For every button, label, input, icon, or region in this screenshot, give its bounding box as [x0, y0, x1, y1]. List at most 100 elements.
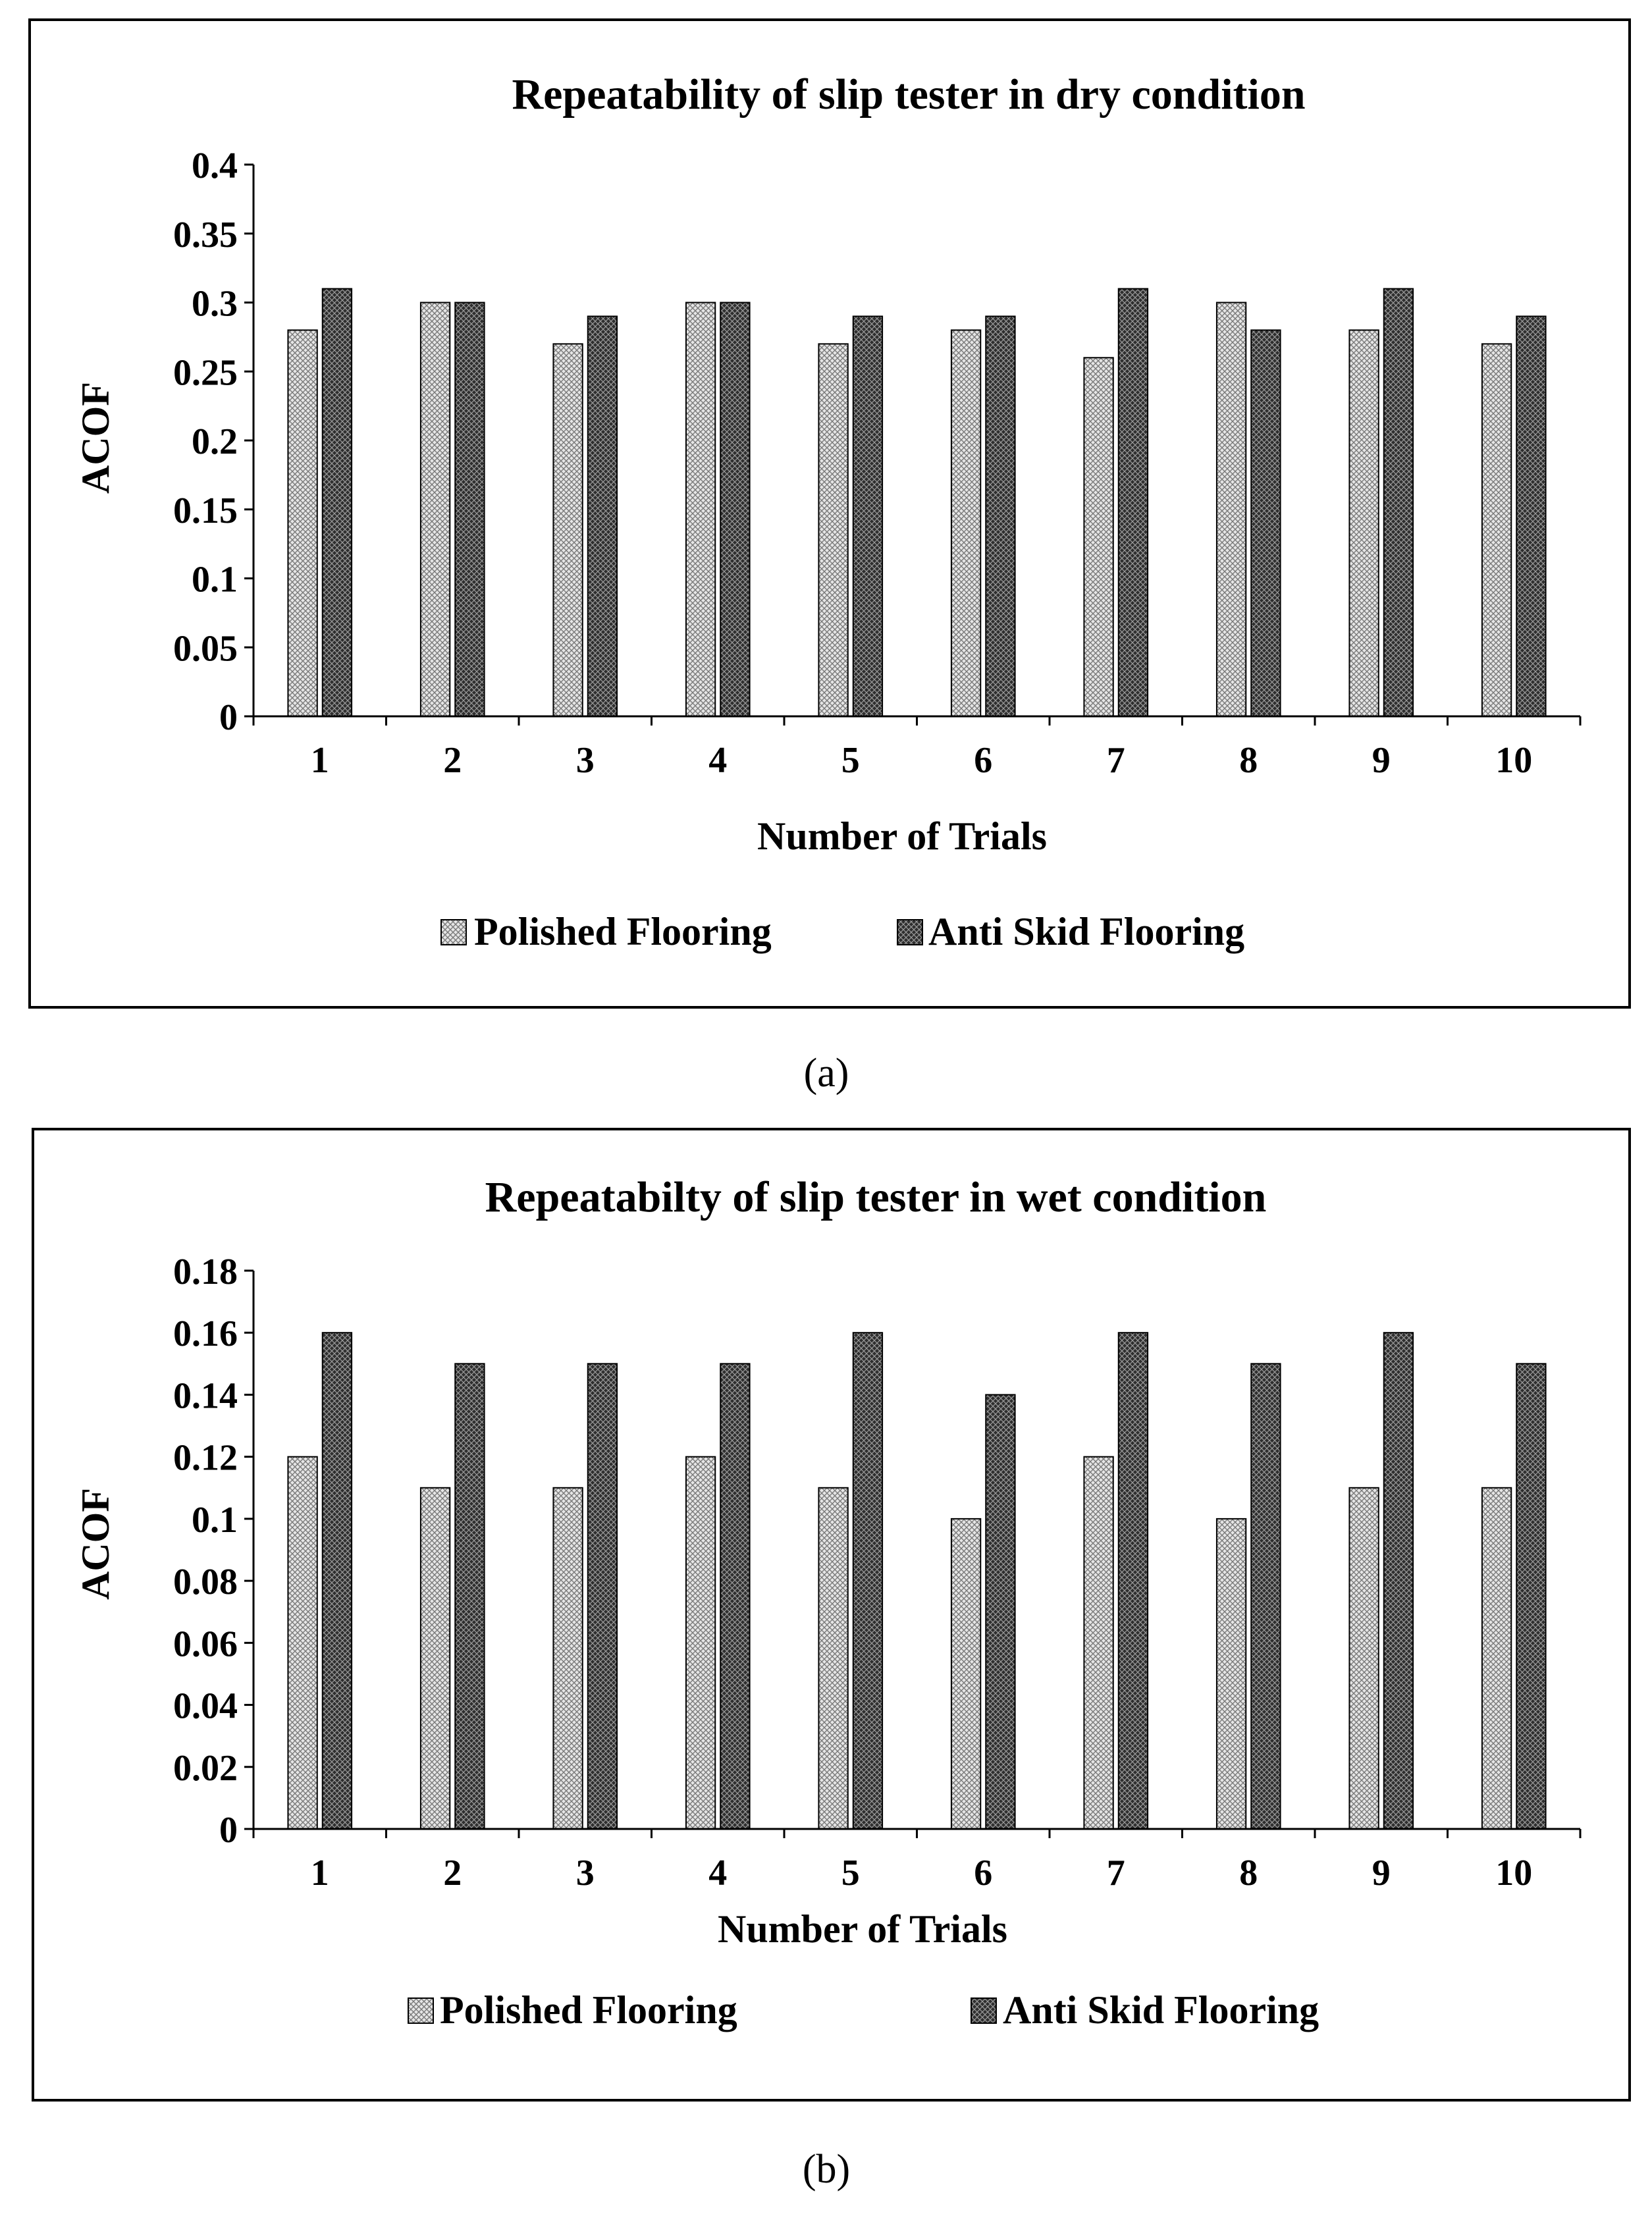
bar-anti-skid	[1117, 1332, 1149, 1830]
legend-label-anti-skid: Anti Skid Flooring	[1003, 1988, 1319, 2032]
bar-anti-skid	[1383, 288, 1414, 717]
bar-polished	[1083, 357, 1114, 717]
bar-polished	[419, 1487, 451, 1830]
y-tick-label: 0.08	[173, 1562, 238, 1602]
bar-group	[287, 1332, 1547, 1830]
bar-anti-skid	[454, 302, 485, 717]
legend: Polished Flooring Anti Skid Flooring	[440, 910, 1244, 953]
y-tick-label: 0.04	[173, 1686, 238, 1727]
y-tick-label: 0.06	[173, 1624, 238, 1664]
x-tick-label: 2	[443, 1853, 462, 1893]
bar-polished	[950, 1518, 982, 1830]
bar-polished	[287, 329, 318, 717]
bar-anti-skid	[852, 315, 884, 717]
y-axis-ticks: 0 0.05 0.1 0.15 0.2 0.25 0.3 0.35 0.4	[173, 145, 253, 738]
x-tick-label: 3	[576, 1853, 595, 1893]
wet-condition-chart: Repeatabilty of slip tester in wet condi…	[32, 1128, 1631, 2192]
x-tick-label: 5	[841, 740, 860, 781]
bar-anti-skid	[1117, 288, 1149, 717]
bar-polished	[1215, 1518, 1247, 1830]
y-tick-label: 0.25	[173, 352, 238, 393]
chart-panel-a: Repeatability of slip tester in dry cond…	[28, 18, 1631, 1096]
bar-polished	[950, 329, 982, 717]
bar-polished	[1481, 343, 1512, 717]
bar-anti-skid	[985, 315, 1016, 717]
x-tick-label: 1	[311, 740, 329, 781]
bar-anti-skid	[321, 288, 353, 717]
bar-anti-skid	[985, 1394, 1016, 1830]
x-tick-label: 7	[1107, 1853, 1125, 1893]
y-tick-label: 0	[219, 697, 238, 738]
y-tick-label: 0.12	[173, 1438, 238, 1479]
dry-condition-chart: Repeatability of slip tester in dry cond…	[28, 18, 1631, 1096]
bar-anti-skid	[1250, 329, 1281, 717]
bar-polished	[1215, 302, 1247, 717]
bar-anti-skid	[1250, 1363, 1281, 1830]
x-tick-label: 8	[1239, 1853, 1258, 1893]
bar-polished	[1348, 1487, 1379, 1830]
bar-polished	[685, 1456, 716, 1830]
x-tick-label: 9	[1372, 740, 1391, 781]
bar-group	[287, 288, 1547, 717]
bar-anti-skid	[1516, 315, 1547, 717]
x-tick-label: 10	[1495, 740, 1532, 781]
legend-label-polished: Polished Flooring	[474, 910, 772, 953]
y-tick-label: 0	[219, 1810, 238, 1851]
panel-label-b: (b)	[803, 2147, 850, 2192]
x-axis-ticks: 1 2 3 4 5 6 7 8 9 10	[252, 1829, 1582, 1893]
x-tick-label: 3	[576, 740, 595, 781]
bar-anti-skid	[321, 1332, 353, 1830]
bar-polished	[552, 1487, 583, 1830]
x-tick-label: 6	[974, 740, 992, 781]
bar-polished	[818, 343, 849, 717]
y-axis-label: ACOF	[74, 382, 117, 494]
x-tick-label: 2	[443, 740, 462, 781]
y-tick-label: 0.2	[192, 421, 238, 462]
bar-anti-skid	[587, 315, 618, 717]
y-tick-label: 0.15	[173, 490, 238, 531]
y-tick-label: 0.02	[173, 1748, 238, 1789]
panel-label-a: (a)	[804, 1051, 849, 1096]
bar-anti-skid	[1516, 1363, 1547, 1830]
bar-anti-skid	[454, 1363, 485, 1830]
y-tick-label: 0.1	[192, 560, 238, 600]
bar-anti-skid	[852, 1332, 884, 1830]
bar-polished	[1348, 329, 1379, 717]
x-axis-label: Number of Trials	[757, 814, 1047, 858]
y-tick-label: 0.18	[173, 1252, 238, 1292]
y-tick-label: 0.14	[173, 1375, 238, 1416]
x-tick-label: 10	[1495, 1853, 1532, 1893]
y-tick-label: 0.4	[192, 145, 238, 186]
bar-polished	[419, 302, 451, 717]
x-axis-ticks: 1 2 3 4 5 6 7 8 9 10	[252, 716, 1582, 781]
y-axis-label: ACOF	[74, 1488, 117, 1600]
legend-label-anti-skid: Anti Skid Flooring	[928, 910, 1244, 953]
y-tick-label: 0.3	[192, 284, 238, 325]
bar-polished	[1083, 1456, 1114, 1830]
legend-swatch-polished	[440, 919, 467, 945]
legend: Polished Flooring Anti Skid Flooring	[408, 1988, 1319, 2032]
x-axis-label: Number of Trials	[718, 1907, 1007, 1951]
bar-polished	[818, 1487, 849, 1830]
x-tick-label: 4	[708, 1853, 727, 1893]
bar-polished	[1481, 1487, 1512, 1830]
legend-swatch-polished	[408, 1997, 434, 2024]
bar-anti-skid	[1383, 1332, 1414, 1830]
chart-panel-b: Repeatabilty of slip tester in wet condi…	[0, 1119, 1652, 2222]
chart-title: Repeatability of slip tester in dry cond…	[512, 70, 1305, 119]
legend-label-polished: Polished Flooring	[440, 1988, 737, 2032]
bar-polished	[685, 302, 716, 717]
bar-anti-skid	[720, 1363, 751, 1830]
x-tick-label: 9	[1372, 1853, 1391, 1893]
x-tick-label: 5	[841, 1853, 860, 1893]
bar-anti-skid	[720, 302, 751, 717]
x-tick-label: 6	[974, 1853, 992, 1893]
bar-polished	[552, 343, 583, 717]
x-tick-label: 1	[311, 1853, 329, 1893]
y-tick-label: 0.16	[173, 1313, 238, 1354]
x-tick-label: 4	[708, 740, 727, 781]
chart-title: Repeatabilty of slip tester in wet condi…	[485, 1173, 1267, 1221]
legend-swatch-anti-skid	[897, 919, 923, 945]
y-tick-label: 0.35	[173, 215, 238, 255]
bar-anti-skid	[587, 1363, 618, 1830]
